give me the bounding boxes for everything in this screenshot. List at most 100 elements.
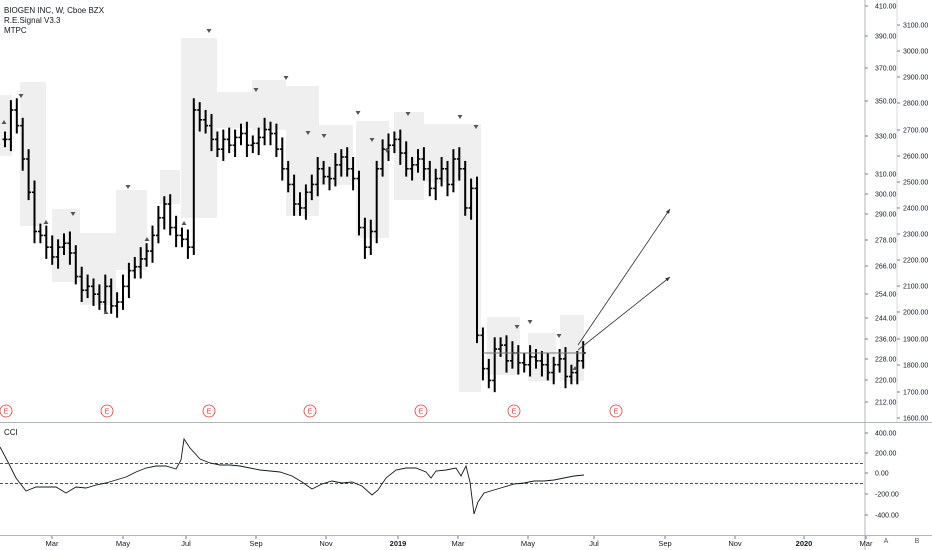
sell-signal-marker [305,131,311,135]
earnings-marker [0,404,13,418]
projection-arrowhead [665,277,670,282]
price-tick-label: 244.00 [875,316,897,323]
buy-signal-marker [181,221,187,225]
time-tick-label: Nov [319,539,333,548]
cci-legend: CCI [4,428,18,438]
cci-tick-label: -400.00 [875,513,899,520]
price-tick-label: 266.00 [875,264,897,271]
secondary-tick-label: 1900.00 [903,337,928,344]
secondary-tick-label: 2800.00 [903,101,928,108]
sell-signal-marker [457,115,463,119]
projection-arrowhead [665,209,670,214]
sell-signal-marker [206,29,212,33]
signal-zone [487,317,520,375]
signal-zone [252,80,286,130]
signal-zone [20,82,46,226]
signal-zone [286,86,319,216]
earnings-marker [100,404,114,418]
secondary-tick-label: 1700.00 [903,390,928,397]
buy-signal-marker [103,310,109,314]
time-tick-label: Mar [860,539,873,548]
time-tick-label: Sep [658,539,671,548]
sell-signal-marker [70,212,76,216]
cci-line [0,437,585,515]
earnings-marker-label: E [614,409,619,416]
time-tick-label: May [521,539,535,548]
price-tick-label: 300.00 [875,192,897,199]
secondary-tick-label: 2300.00 [903,232,928,239]
secondary-tick-label: 2000.00 [903,310,928,317]
cci-title[interactable]: CCI [4,428,18,437]
secondary-tick-label: 1600.00 [903,416,928,423]
sell-signal-marker [283,76,289,80]
secondary-tick-label: 2500.00 [903,180,928,187]
earnings-marker [202,404,216,418]
signal-markers [1,29,578,370]
price-tick-label: 370.00 [875,66,897,73]
secondary-tick-label: 2600.00 [903,154,928,161]
price-tick-label: 236.00 [875,337,897,344]
time-tick-label: Jul [589,539,599,548]
earnings-marker-label: E [105,409,110,416]
log-scale-button[interactable]: B [914,538,920,545]
legend: BIOGEN INC, W, Cboe BZX R.E.Signal V3.3 … [4,6,104,36]
signal-zone [80,233,116,305]
cci-pane [0,437,865,515]
sell-signal-marker [369,138,375,142]
projection-arrows [577,208,671,351]
secondary-tick-label: 3000.00 [903,49,928,56]
earnings-marker [303,404,317,418]
sell-signal-marker [321,134,327,138]
signal-zone [0,95,12,156]
time-tick-label: Nov [728,539,742,548]
buy-signal-marker [1,120,7,124]
time-axis: Mar May Jul Sep Nov 2019 Mar May Jul Sep Nov 2020 Ma… [46,536,873,548]
buy-signal-marker [572,366,578,370]
price-tick-label: 410.00 [875,4,897,11]
price-tick-label: 310.00 [875,172,897,179]
price-tick-label: 390.00 [875,34,897,41]
sell-signal-marker [384,149,390,153]
secondary-tick-label: 2200.00 [903,258,928,265]
projection-line [577,276,671,351]
secondary-tick-label: 2100.00 [903,284,928,291]
earnings-marker-label: E [419,409,424,416]
price-tick-label: 254.00 [875,292,897,299]
secondary-tick-label: 2900.00 [903,75,928,82]
signal-zones [0,38,584,392]
price-tick-label: 290.00 [875,212,897,219]
sell-signal-marker [253,88,259,92]
time-tick-label: May [116,539,130,548]
sell-signal-marker [527,320,533,324]
cci-tick-label: 0.00 [875,471,889,478]
indicator-2-title[interactable]: MTPC [4,26,27,35]
indicator-1-title[interactable]: R.E.Signal V3.3 [4,16,61,25]
symbol-title[interactable]: BIOGEN INC, W, Cboe BZX [4,6,105,15]
sell-signal-marker [125,185,131,189]
time-tick-label: Mar [452,539,465,548]
cci-tick-label: 200.00 [875,451,897,458]
price-tick-label: 228.00 [875,357,897,364]
time-tick-label: 2020 [796,539,813,548]
sell-signal-marker [514,325,520,329]
buy-signal-marker [43,220,49,224]
price-tick-label: 212.00 [875,400,897,407]
secondary-tick-label: 2400.00 [903,206,928,213]
time-tick-label: 2019 [390,539,407,548]
time-tick-label: Jul [181,539,191,548]
cci-tick-label: 400.00 [875,431,897,438]
time-tick-label: Mar [46,539,59,548]
earnings-marker [609,404,623,418]
time-tick-label: Sep [249,539,262,548]
price-tick-label: 350.00 [875,99,897,106]
sell-signal-marker [473,125,479,129]
auto-scale-button[interactable]: A [883,538,889,545]
secondary-tick-label: 2700.00 [903,128,928,135]
sell-signal-marker [18,94,24,98]
sell-signal-marker [556,334,562,338]
price-tick-label: 330.00 [875,134,897,141]
price-bars [2,98,586,393]
